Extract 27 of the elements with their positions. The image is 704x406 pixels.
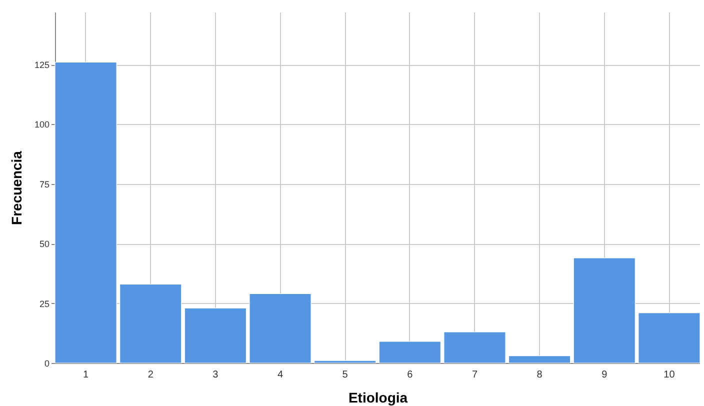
x-axis-title: Etiologia	[348, 390, 408, 406]
y-tick-label: 25	[39, 298, 50, 309]
x-tick-label: 7	[472, 370, 478, 380]
x-tick-label: 4	[277, 370, 284, 380]
bar	[249, 293, 312, 364]
x-tick-label: 6	[407, 370, 414, 380]
y-tick-label: 50	[39, 239, 50, 250]
bar	[120, 284, 182, 364]
x-tick-label: 3	[212, 370, 219, 380]
x-tick-label: 5	[342, 370, 348, 380]
bar	[378, 341, 442, 364]
y-axis-title: Frecuencia	[8, 150, 24, 225]
x-tick-label: 8	[536, 370, 543, 380]
bar	[54, 62, 117, 364]
x-tick-label: 1	[83, 370, 90, 380]
x-tick-label: 9	[602, 370, 608, 380]
y-tick-label: 125	[34, 60, 50, 70]
bar	[184, 308, 247, 364]
x-tick-label: 10	[664, 370, 676, 380]
bar	[314, 360, 376, 364]
y-tick-label: 100	[34, 120, 50, 130]
x-tick-label: 2	[148, 370, 154, 380]
y-tick-label: 0	[44, 358, 50, 368]
y-tick-label: 75	[39, 179, 50, 190]
bar	[444, 332, 506, 364]
bar	[573, 258, 636, 364]
bar	[508, 356, 571, 364]
